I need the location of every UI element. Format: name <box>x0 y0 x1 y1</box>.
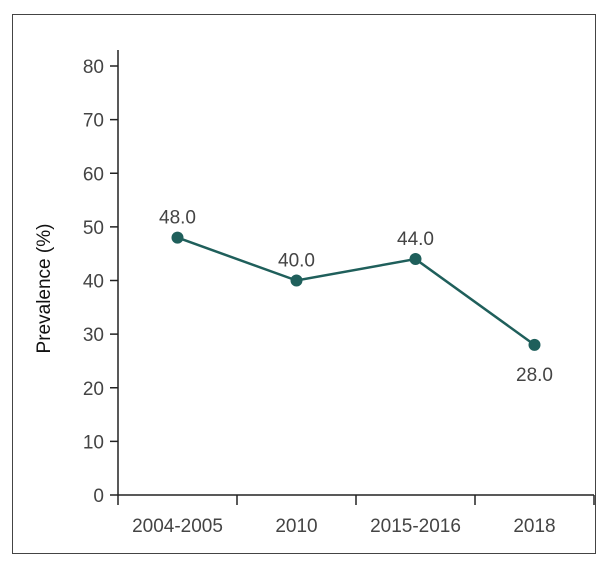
y-tick-label: 20 <box>83 379 104 400</box>
y-tick-label: 50 <box>83 218 104 239</box>
data-point <box>409 253 422 266</box>
data-label: 40.0 <box>278 251 315 272</box>
y-axis-title: Prevalence (%) <box>34 224 55 354</box>
y-tick-label: 60 <box>83 164 104 185</box>
series-group: 48.0 40.0 44.0 28.0 <box>159 208 553 386</box>
x-tick-label: 2018 <box>513 516 555 537</box>
y-tick-label: 0 <box>93 486 104 507</box>
x-tick-label: 2015-2016 <box>370 516 461 537</box>
series-line <box>177 236 536 346</box>
data-point <box>171 231 184 244</box>
data-label: 28.0 <box>516 365 553 386</box>
data-point <box>528 338 541 351</box>
y-tick-label: 10 <box>83 432 104 453</box>
x-tick-label: 2010 <box>275 516 317 537</box>
data-label: 44.0 <box>397 229 434 250</box>
y-tick-label: 40 <box>83 272 104 293</box>
y-tick-label: 80 <box>83 57 104 78</box>
data-label: 48.0 <box>159 208 196 229</box>
x-tick-label: 2004-2005 <box>132 516 223 537</box>
y-tick-label: 70 <box>83 111 104 132</box>
chart-frame <box>12 14 596 554</box>
axes: 0 10 20 30 40 50 60 70 80 2004-2005 2010 2015-2016 2… <box>83 50 595 537</box>
y-tick-label: 30 <box>83 325 104 346</box>
data-point <box>290 274 303 287</box>
